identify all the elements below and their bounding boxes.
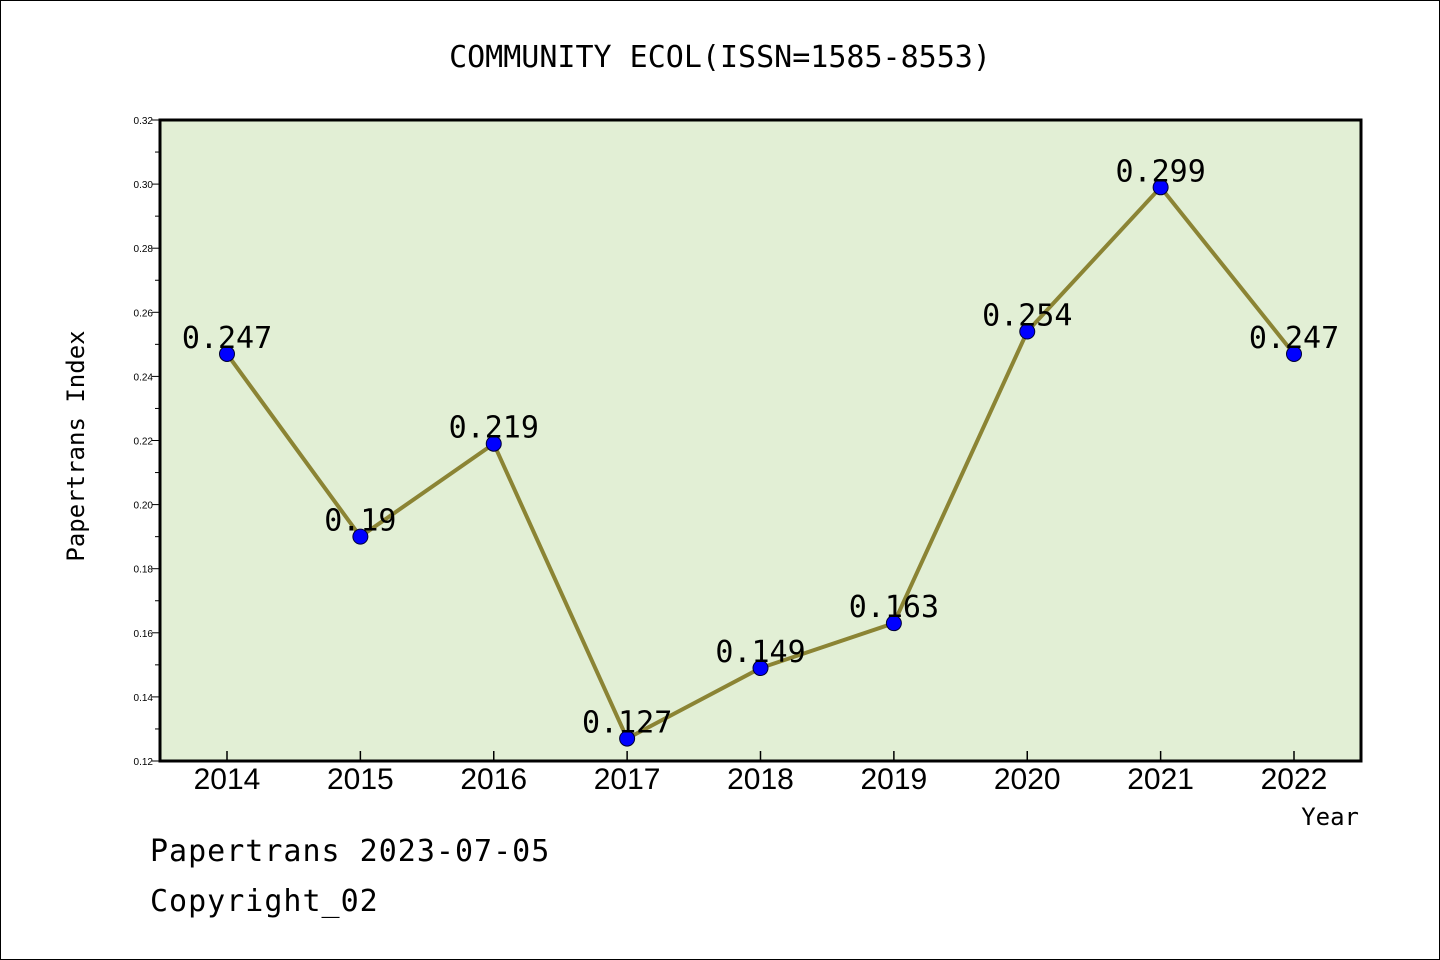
- data-label: 0.19: [324, 504, 396, 539]
- data-label: 0.247: [1249, 321, 1339, 356]
- data-point: [1019, 323, 1036, 340]
- y-tick-label: 0.20: [134, 501, 154, 512]
- data-label: 0.127: [582, 706, 672, 741]
- data-label: 0.149: [715, 635, 805, 670]
- x-axis-label: Year: [1301, 803, 1359, 831]
- x-axis: 2014 2015 2016 2017 2018 2019 2020 2021 2022: [194, 751, 1328, 796]
- y-tick-label: 0.30: [134, 180, 154, 191]
- footer-copyright: Copyright_02: [150, 884, 379, 919]
- x-tick-label: 2017: [594, 763, 661, 796]
- y-axis-label: Papertrans Index: [62, 330, 90, 561]
- series-line-group: [219, 179, 1302, 747]
- data-label: 0.163: [849, 590, 939, 625]
- data-label: 0.254: [982, 299, 1072, 334]
- data-label: 0.299: [1115, 154, 1205, 189]
- y-tick-label: 0.16: [134, 629, 154, 640]
- data-point: [1152, 179, 1169, 196]
- data-labels: 0.247 0.19 0.219 0.127 0.149 0.163 0.254 0.299 0…: [182, 154, 1339, 740]
- y-tick-label: 0.18: [134, 565, 154, 576]
- y-tick-label: 0.22: [134, 437, 154, 448]
- data-label: 0.219: [449, 411, 539, 446]
- y-tick-label: 0.32: [134, 116, 154, 127]
- x-tick-label: 2019: [861, 763, 928, 796]
- x-tick-label: 2015: [327, 763, 394, 796]
- data-point: [885, 615, 902, 632]
- data-point: [352, 528, 369, 545]
- data-label: 0.247: [182, 321, 272, 356]
- y-tick-label: 0.24: [134, 372, 154, 383]
- y-tick-label: 0.26: [134, 308, 154, 319]
- data-point: [752, 660, 769, 677]
- y-tick-label: 0.14: [134, 693, 154, 704]
- data-point: [219, 345, 235, 362]
- footer-date: Papertrans 2023-07-05: [150, 834, 551, 869]
- data-point: [485, 435, 502, 452]
- plot-area: [158, 118, 1363, 763]
- y-axis: 0.12 0.14 0.16 0.18 0.20 0.22 0.24 0.26 0.28 0.30…: [134, 116, 160, 768]
- x-tick-label: 2020: [994, 763, 1061, 796]
- data-point: [1286, 345, 1302, 362]
- y-tick-label: 0.28: [134, 244, 154, 255]
- x-tick-label: 2021: [1127, 763, 1194, 796]
- x-tick-label: 2014: [194, 763, 261, 796]
- y-tick-label: 0.12: [134, 757, 154, 768]
- x-tick-label: 2016: [460, 763, 527, 796]
- x-tick-label: 2022: [1261, 763, 1328, 796]
- x-tick-label: 2018: [727, 763, 794, 796]
- chart-title: COMMUNITY ECOL(ISSN=1585-8553): [449, 40, 991, 75]
- data-point: [619, 730, 636, 747]
